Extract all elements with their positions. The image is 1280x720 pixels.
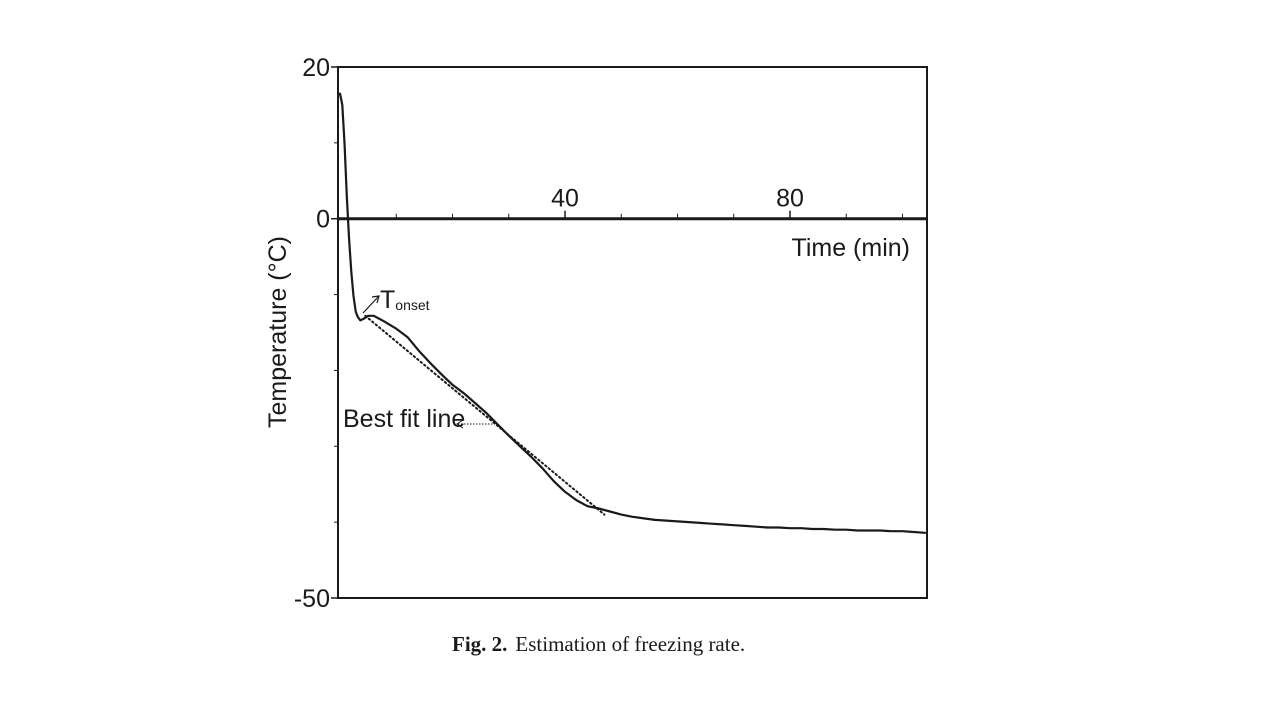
y-axis-ticks: 20 0 -50 bbox=[294, 54, 338, 613]
y-tick-label: 20 bbox=[302, 54, 330, 82]
best-fit-annotation: Best fit line bbox=[343, 405, 495, 433]
x-tick-label: 40 bbox=[551, 185, 579, 213]
tonset-annotation: Tonset bbox=[362, 286, 430, 314]
tonset-arrowhead bbox=[371, 295, 380, 304]
temperature-curve bbox=[338, 92, 927, 534]
y-tick-label: 0 bbox=[316, 206, 330, 234]
caption-label: Fig. 2. bbox=[452, 632, 508, 656]
tonset-arrow bbox=[362, 295, 380, 314]
tonset-subscript: onset bbox=[395, 297, 429, 313]
series-layer bbox=[338, 92, 927, 534]
y-tick-label: -50 bbox=[294, 585, 330, 613]
tonset-label: Tonset bbox=[380, 286, 430, 314]
x-tick-label: 80 bbox=[776, 185, 804, 213]
y-axis-title: Temperature (°C) bbox=[264, 236, 292, 428]
caption-text: Estimation of freezing rate. bbox=[515, 632, 746, 656]
best-fit-pointer-head bbox=[456, 419, 464, 429]
plot-frame bbox=[337, 66, 928, 599]
x-axis: 40 80 bbox=[338, 185, 927, 221]
best-fit-label: Best fit line bbox=[343, 405, 465, 433]
x-axis-title: Time (min) bbox=[791, 234, 910, 262]
tonset-T: T bbox=[380, 286, 395, 314]
best-fit-line bbox=[364, 314, 606, 516]
